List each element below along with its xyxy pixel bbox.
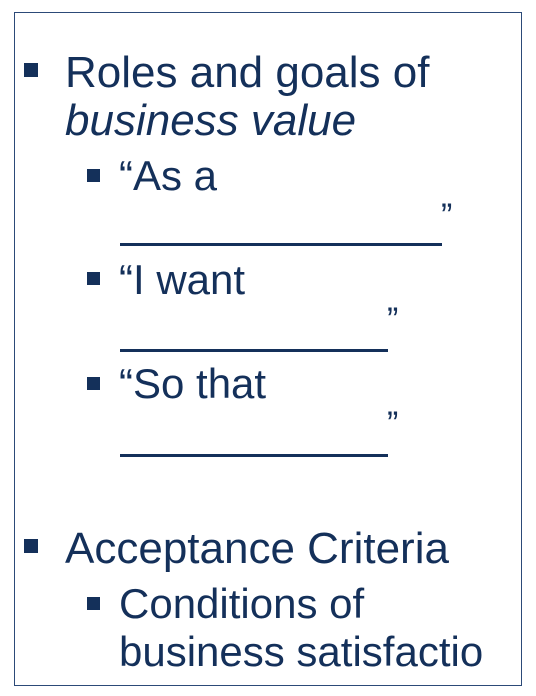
- blank-line-so-that: [120, 454, 388, 457]
- square-bullet-icon: [87, 597, 100, 610]
- square-bullet-icon: [87, 272, 100, 285]
- subitem-as-a: “As a: [119, 152, 218, 199]
- subitem-conditions-line2: business satisfactio: [119, 628, 484, 675]
- close-quote-as-a: ”: [441, 197, 453, 235]
- square-bullet-icon: [87, 169, 100, 182]
- subitem-so-that: “So that: [119, 360, 267, 407]
- item-acceptance-criteria: Acceptance Criteria: [65, 524, 449, 573]
- square-bullet-icon: [24, 63, 38, 77]
- blank-line-i-want: [120, 349, 388, 352]
- subitem-conditions-line1: Conditions of: [119, 580, 365, 627]
- close-quote-so-that: ”: [387, 405, 399, 443]
- square-bullet-icon: [24, 539, 38, 553]
- close-quote-i-want: ”: [387, 301, 399, 339]
- slide-frame: Roles and goals of business value “As a …: [14, 12, 522, 686]
- subitem-i-want: “I want: [119, 256, 246, 303]
- blank-line-as-a: [120, 243, 442, 246]
- square-bullet-icon: [87, 377, 100, 390]
- item-roles-goals-line1: Roles and goals of: [65, 48, 430, 97]
- item-roles-goals-line2: business value: [65, 96, 357, 145]
